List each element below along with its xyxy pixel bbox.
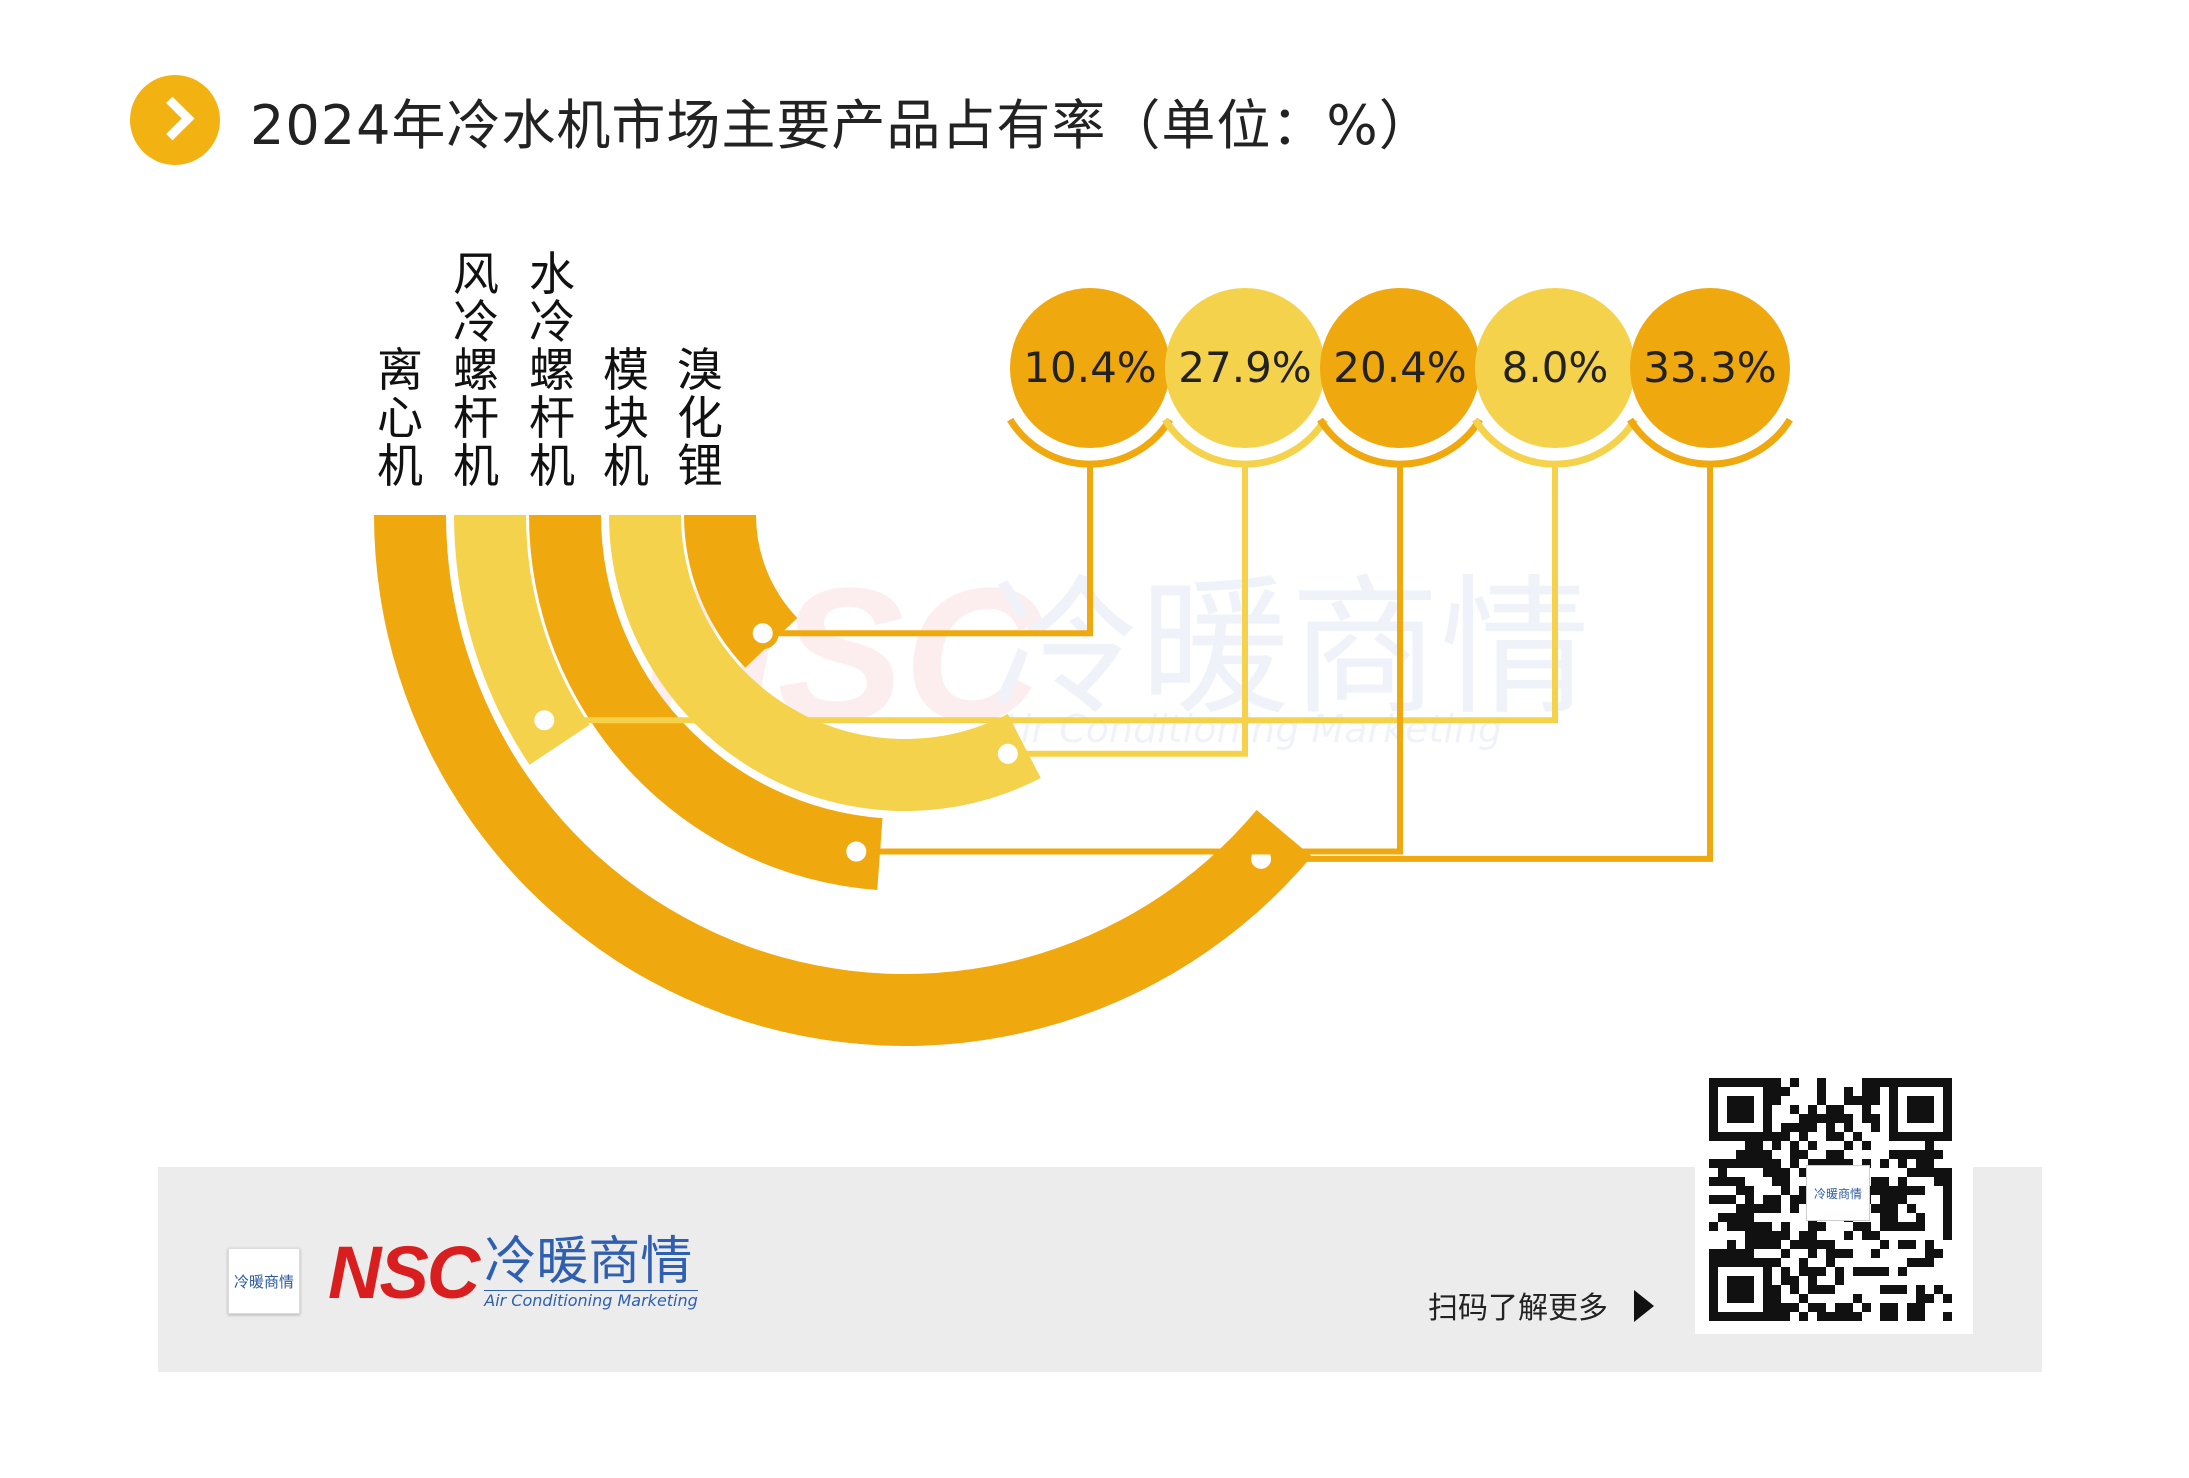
scan-text: 扫码了解更多 — [1428, 1291, 1608, 1326]
value-label: 8.0% — [1502, 343, 1609, 392]
value-bubble — [1475, 288, 1635, 448]
chart-bubbles: 10.4% 27.9% 20.4% 8.0% 33.3% — [1007, 288, 1793, 468]
value-bubble — [1630, 288, 1790, 448]
connector-dot — [746, 617, 779, 650]
bubble-underline — [1627, 417, 1793, 468]
value-bubble — [1165, 288, 1325, 448]
connector-line — [856, 466, 1403, 855]
value-label: 10.4% — [1023, 343, 1156, 392]
footer-brand: NSC 冷暖商情 Air Conditioning Marketing — [328, 1235, 698, 1310]
bubble-underline — [1007, 417, 1173, 468]
category-label: 离心机 — [377, 343, 423, 493]
bubble-underline — [1472, 417, 1638, 468]
chart-connectors — [528, 466, 1713, 875]
connector-dot — [840, 835, 873, 868]
brand-abbr: NSC — [328, 1230, 480, 1314]
arc-bar — [374, 515, 1312, 1046]
connector-dot — [528, 704, 561, 737]
qr-center-logo: 冷暖商情 — [1806, 1165, 1870, 1221]
category-label: 水冷螺杆机 — [529, 247, 575, 493]
value-label: 33.3% — [1643, 343, 1776, 392]
category-label: 模块机 — [603, 343, 649, 493]
arc-bar — [609, 515, 1041, 811]
arc-bar — [454, 515, 590, 765]
connector-line — [1007, 466, 1248, 757]
chevron-right-icon — [130, 75, 220, 165]
footer-logo-icon: 冷暖商情 — [228, 1248, 300, 1314]
triangle-right-icon — [1634, 1290, 1654, 1322]
brand-text: 冷暖商情 Air Conditioning Marketing — [484, 1235, 698, 1310]
value-bubble — [1010, 288, 1170, 448]
bubble-underline — [1162, 417, 1328, 468]
connector-line — [544, 466, 1558, 724]
connector-dot — [991, 737, 1024, 770]
category-label: 溴化锂 — [677, 343, 723, 493]
category-label: 风冷螺杆机 — [453, 247, 499, 493]
brand-english: Air Conditioning Marketing — [484, 1289, 698, 1310]
brand-name: 冷暖商情 — [484, 1232, 693, 1292]
chart-title: 2024年冷水机市场主要产品占有率（单位：%） — [250, 93, 1434, 157]
value-label: 27.9% — [1178, 343, 1311, 392]
value-label: 20.4% — [1333, 343, 1466, 392]
connector-line — [1261, 466, 1713, 862]
bubble-underline — [1317, 417, 1483, 468]
value-bubble — [1320, 288, 1480, 448]
connector-line — [762, 466, 1093, 637]
chart-header: 2024年冷水机市场主要产品占有率（单位：%） — [130, 70, 1434, 170]
